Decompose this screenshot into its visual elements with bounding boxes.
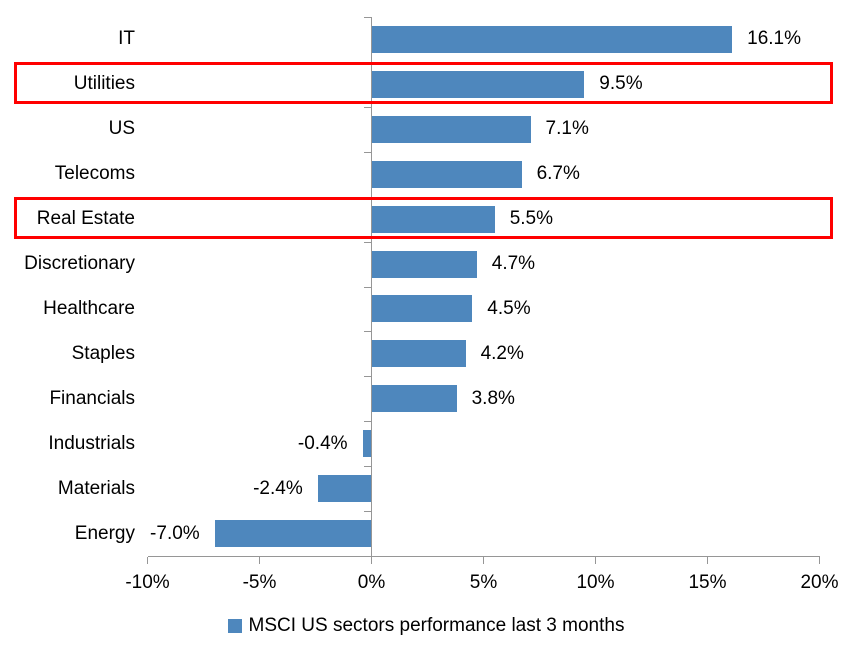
legend-swatch-icon bbox=[227, 619, 242, 633]
bar bbox=[371, 295, 473, 323]
y-tick-mark bbox=[364, 556, 371, 557]
category-label: Energy bbox=[74, 522, 135, 544]
value-label: -2.4% bbox=[253, 477, 303, 499]
category-label: Industrials bbox=[48, 432, 135, 454]
y-tick-mark bbox=[364, 331, 371, 333]
x-tick-label: 20% bbox=[800, 572, 839, 593]
y-tick-mark bbox=[364, 241, 371, 243]
bar bbox=[317, 475, 372, 503]
y-tick-mark bbox=[364, 17, 371, 18]
x-tick-label: -5% bbox=[242, 572, 277, 593]
category-label: Telecoms bbox=[54, 163, 135, 185]
x-tick-label: 0% bbox=[357, 572, 386, 593]
y-tick-mark bbox=[364, 106, 371, 108]
category-label: US bbox=[108, 118, 135, 140]
bar bbox=[371, 385, 457, 413]
category-label: Materials bbox=[57, 477, 135, 499]
highlight-box bbox=[14, 197, 833, 240]
x-tick-label: 10% bbox=[576, 572, 615, 593]
value-label: 3.8% bbox=[471, 387, 515, 409]
category-label: Staples bbox=[71, 342, 135, 364]
value-label: 6.7% bbox=[536, 163, 580, 185]
value-label: 5.5% bbox=[509, 208, 553, 230]
bar bbox=[371, 160, 522, 188]
bar bbox=[371, 115, 531, 143]
x-tick-mark bbox=[595, 557, 596, 564]
y-tick-mark bbox=[364, 421, 371, 423]
y-axis-line bbox=[371, 17, 372, 556]
bar bbox=[371, 340, 466, 368]
x-tick-mark bbox=[707, 557, 708, 564]
category-label: IT bbox=[118, 28, 135, 50]
y-tick-mark bbox=[364, 511, 371, 513]
x-tick-mark bbox=[147, 557, 148, 564]
value-label: 7.1% bbox=[545, 118, 589, 140]
x-tick-label: -10% bbox=[125, 572, 170, 593]
y-tick-mark bbox=[364, 376, 371, 378]
category-label: Discretionary bbox=[24, 253, 135, 275]
bar bbox=[371, 250, 477, 278]
bar bbox=[371, 205, 495, 233]
value-label: -0.4% bbox=[297, 432, 348, 454]
category-label: Real Estate bbox=[36, 208, 135, 230]
y-tick-mark bbox=[364, 466, 371, 468]
value-label: 4.2% bbox=[480, 342, 524, 364]
x-tick-mark bbox=[483, 557, 484, 564]
x-tick-mark bbox=[819, 557, 820, 564]
x-tick-label: 5% bbox=[469, 572, 498, 593]
bar bbox=[362, 430, 372, 458]
category-label: Healthcare bbox=[43, 297, 135, 319]
value-label: -7.0% bbox=[150, 522, 200, 544]
bar bbox=[214, 520, 372, 548]
bar bbox=[371, 25, 733, 53]
x-tick-mark bbox=[259, 557, 260, 564]
y-tick-mark bbox=[364, 286, 371, 288]
bar bbox=[371, 70, 585, 98]
value-label: 16.1% bbox=[747, 28, 801, 50]
category-label: Financials bbox=[49, 387, 135, 409]
value-label: 9.5% bbox=[599, 73, 643, 95]
category-label: Utilities bbox=[73, 73, 135, 95]
legend: MSCI US sectors performance last 3 month… bbox=[0, 612, 852, 640]
x-tick-label: 15% bbox=[688, 572, 727, 593]
x-tick-mark bbox=[371, 557, 372, 564]
y-tick-mark bbox=[364, 151, 371, 153]
legend-label: MSCI US sectors performance last 3 month… bbox=[248, 615, 625, 636]
x-axis-line bbox=[147, 556, 820, 557]
highlight-box bbox=[14, 62, 833, 105]
value-label: 4.7% bbox=[491, 253, 536, 275]
value-label: 4.5% bbox=[487, 297, 531, 319]
